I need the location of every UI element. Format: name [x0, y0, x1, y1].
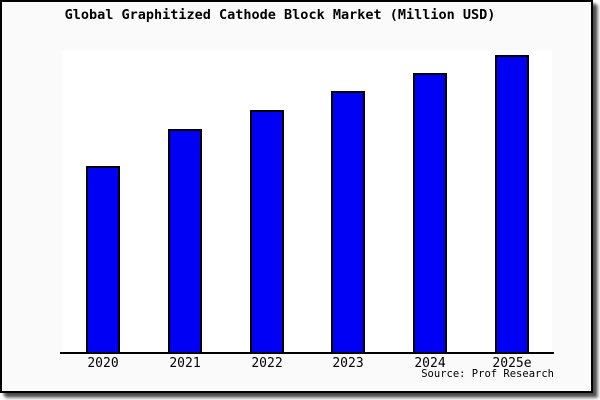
bar-2023 — [331, 91, 365, 354]
x-tick-2024: 2024 — [414, 356, 446, 371]
bar-2022 — [250, 110, 284, 354]
chart-frame: Global Graphitized Cathode Block Market … — [0, 0, 593, 393]
bar-2021 — [168, 129, 202, 354]
x-tick-2025e: 2025e — [492, 356, 532, 371]
x-tick-2023: 2023 — [332, 356, 364, 371]
x-tick-2020: 2020 — [87, 356, 119, 371]
x-tick-2022: 2022 — [251, 356, 283, 371]
x-axis-line — [60, 352, 554, 354]
bar-2024 — [413, 73, 447, 354]
bar-2020 — [86, 166, 120, 354]
bar-2025e — [495, 55, 529, 354]
source-attribution: Source: Prof Research — [421, 368, 554, 380]
chart-title: Global Graphitized Cathode Block Market … — [64, 7, 496, 23]
x-tick-2021: 2021 — [169, 356, 201, 371]
plot-area — [62, 50, 552, 354]
